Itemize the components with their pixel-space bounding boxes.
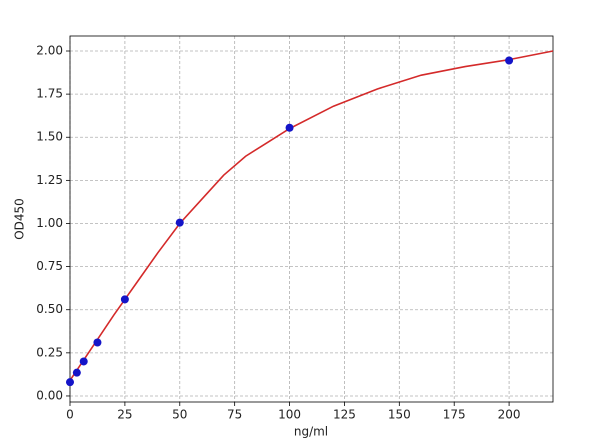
fit-curve bbox=[69, 50, 554, 381]
x-tick-label: 25 bbox=[117, 408, 132, 422]
plot-frame bbox=[69, 35, 554, 403]
data-point bbox=[66, 378, 74, 387]
y-tick-label: 1.00 bbox=[36, 216, 63, 230]
x-tick-label: 0 bbox=[66, 408, 74, 422]
data-point bbox=[93, 338, 102, 347]
y-axis-label: OD450 bbox=[13, 198, 27, 240]
x-tick-label: 75 bbox=[227, 408, 242, 422]
x-tick-label: 100 bbox=[278, 408, 301, 422]
data-point bbox=[79, 357, 88, 366]
x-tick-label: 200 bbox=[498, 408, 521, 422]
y-tick-label: 1.50 bbox=[36, 130, 63, 144]
y-tick-label: 0.25 bbox=[36, 345, 63, 359]
y-tick-label: 2.00 bbox=[36, 44, 63, 58]
y-tick-label: 1.25 bbox=[36, 173, 63, 187]
y-tick-label: 0.00 bbox=[36, 388, 63, 402]
data-point bbox=[175, 218, 184, 227]
x-axis-label: ng/ml bbox=[294, 425, 328, 439]
y-tick-label: 0.75 bbox=[36, 259, 63, 273]
data-point bbox=[505, 56, 514, 65]
y-tick-label: 0.50 bbox=[36, 302, 63, 316]
y-tick-label: 1.75 bbox=[36, 87, 63, 101]
x-tick-label: 150 bbox=[388, 408, 411, 422]
data-point bbox=[72, 368, 81, 377]
x-tick-label: 175 bbox=[443, 408, 466, 422]
x-tick-label: 125 bbox=[333, 408, 356, 422]
x-tick-label: 50 bbox=[172, 408, 187, 422]
data-point bbox=[285, 123, 294, 132]
data-point bbox=[120, 295, 129, 304]
